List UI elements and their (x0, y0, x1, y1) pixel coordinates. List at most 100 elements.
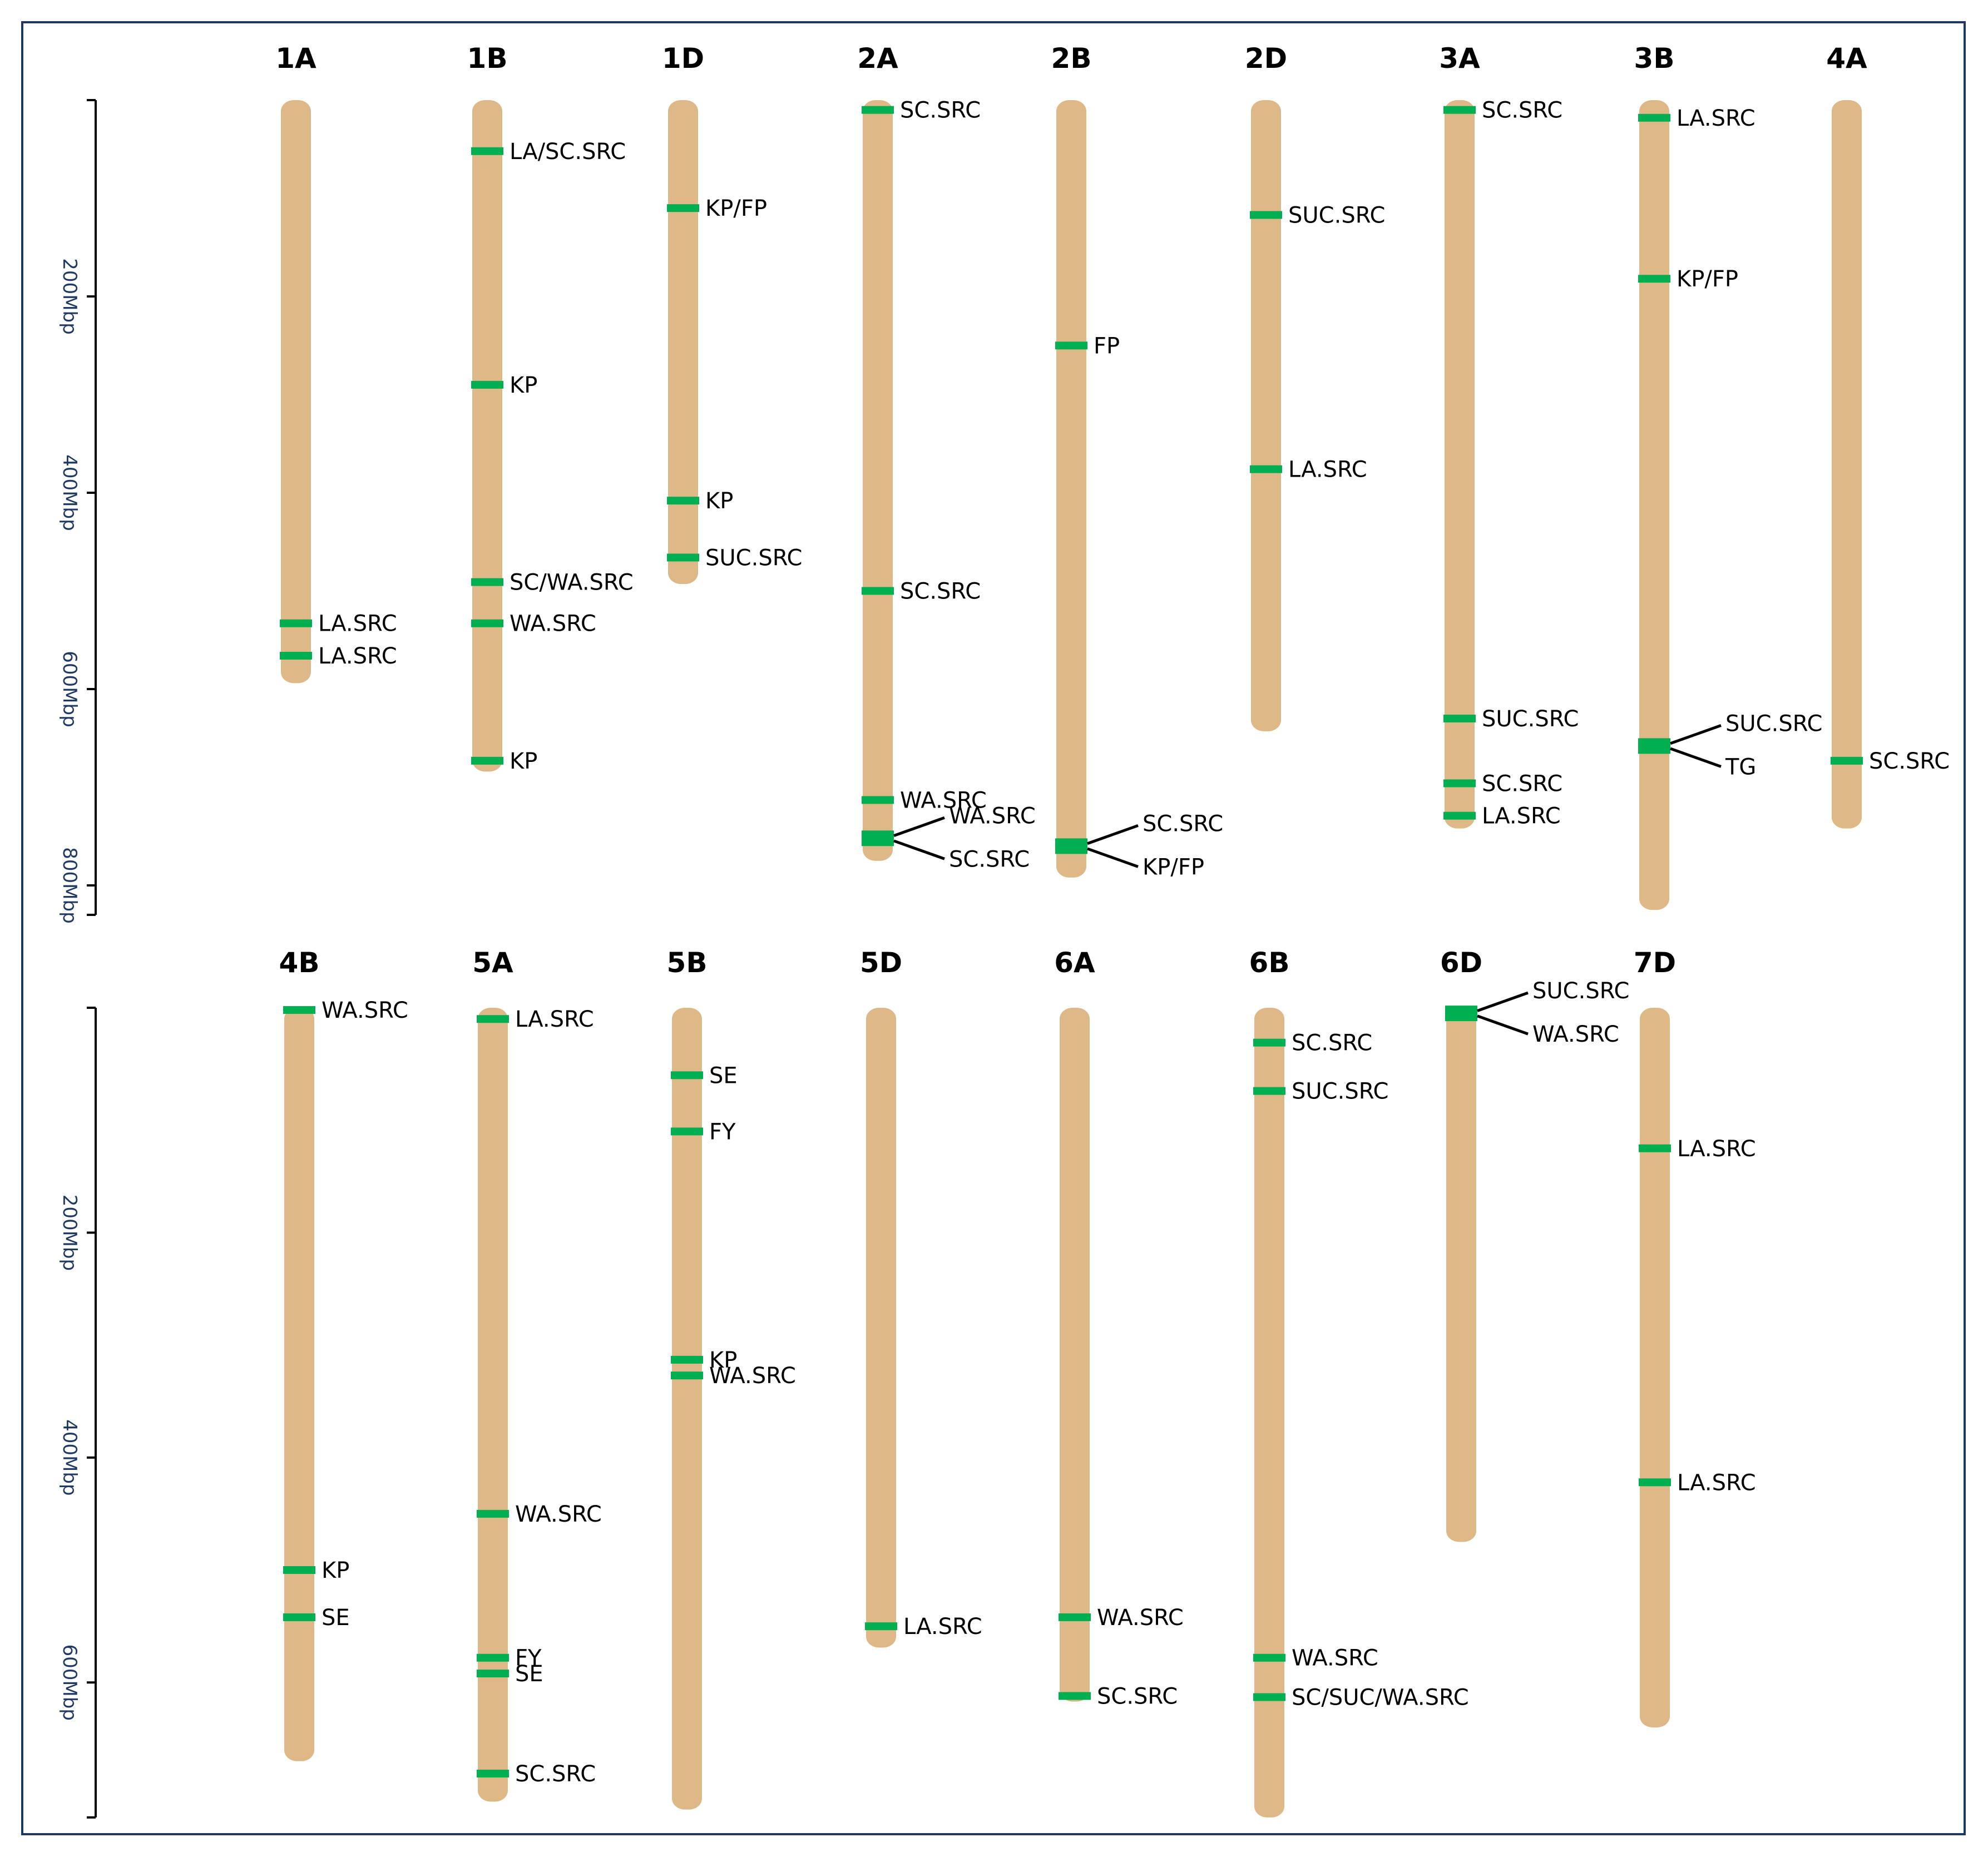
chromosome-4a: 4A SC.SRC (1826, 42, 1950, 829)
chromosome-2d: 2D SUC.SRC LA.SRC (1245, 42, 1385, 731)
qtl-marker (1055, 341, 1087, 350)
marker-label: SC.SRC (1097, 1683, 1178, 1709)
qtl-marker (1253, 1693, 1285, 1701)
marker-label: FP (1094, 333, 1120, 359)
qtl-marker (1059, 1613, 1091, 1621)
chromosome-bar (1832, 100, 1862, 829)
marker-label: LA.SRC (318, 643, 397, 669)
axis-tick-label: 800Mbp (58, 847, 81, 923)
marker-label: LA.SRC (515, 1007, 594, 1032)
marker-label: SC.SRC (1482, 98, 1562, 123)
qtl-marker (280, 651, 312, 660)
qtl-marker (1638, 113, 1670, 122)
chromosome-bar (1639, 100, 1669, 910)
chromosome-name: 1D (662, 42, 704, 75)
qtl-marker (671, 1127, 703, 1136)
qtl-marker (280, 619, 312, 627)
chromosome-6a: 6A WA.SRC SC.SRC (1054, 947, 1184, 1709)
chromosome-bar (1056, 100, 1086, 878)
chromosome-name: 1B (467, 42, 508, 75)
marker-label: KP (510, 373, 537, 398)
qtl-marker (283, 1006, 315, 1014)
chromosome-name: 5D (860, 947, 902, 979)
axis-tick-label: 600Mbp (58, 651, 81, 727)
chromosome-bar (472, 100, 502, 772)
marker-label: KP (705, 488, 733, 514)
marker-label: KP/FP (705, 196, 767, 221)
marker-label: WA.SRC (515, 1502, 602, 1527)
qtl-marker (1250, 211, 1282, 219)
chromosome-name: 2B (1051, 42, 1092, 75)
qtl-marker (477, 1769, 509, 1777)
chromosome-3b: 3B LA.SRC KP/FP SUC.SRC TG (1634, 42, 1822, 910)
chromosome-name: 4B (279, 947, 320, 979)
qtl-marker (1055, 838, 1087, 854)
chromosome-7d: 7D LA.SRC LA.SRC (1634, 947, 1756, 1728)
qtl-marker (471, 756, 503, 765)
chromosome-bar (478, 1008, 508, 1802)
qtl-marker (671, 1355, 703, 1364)
chromosome-6d: 6D SUC.SRC WA.SRC (1440, 947, 1629, 1542)
qtl-marker (865, 1622, 897, 1631)
marker-label: SC.SRC (515, 1761, 596, 1787)
qtl-marker (1639, 1478, 1671, 1487)
chromosome-name: 5B (667, 947, 708, 979)
chromosome-bar (1060, 1008, 1090, 1702)
qtl-marker (1443, 106, 1476, 114)
marker-label: WA.SRC (510, 611, 596, 637)
chromosome-bar (668, 100, 698, 585)
chromosome-bar (1445, 100, 1475, 829)
marker-label: SC.SRC (900, 98, 981, 123)
qtl-marker (471, 380, 503, 389)
qtl-marker (1253, 1653, 1285, 1662)
chromosome-bar (863, 100, 893, 861)
qtl-marker (1638, 738, 1670, 754)
qtl-marker (667, 497, 699, 505)
axis-tick-label: 400Mbp (58, 1419, 81, 1495)
marker-label: WA.SRC (1097, 1605, 1184, 1631)
marker-label: KP (322, 1558, 349, 1583)
marker-label: SC.SRC (1482, 771, 1562, 796)
mbp-axis: 200Mbp 400Mbp 600Mbp (58, 1007, 97, 1819)
qtl-marker (1059, 1692, 1091, 1700)
marker-label: SUC.SRC (1482, 706, 1579, 732)
marker-label: SUC.SRC (1532, 978, 1629, 1004)
chromosome-6b: 6B SC.SRC SUC.SRC WA.SRC SC/SUC/WA.SRC (1249, 947, 1469, 1818)
qtl-marker (477, 1015, 509, 1023)
marker-label: LA.SRC (1677, 1136, 1756, 1162)
marker-label: SE (515, 1661, 543, 1687)
chromosome-name: 3A (1439, 42, 1480, 75)
marker-label: FY (515, 1646, 542, 1671)
qtl-marker (283, 1566, 315, 1574)
leader-line (1087, 847, 1139, 868)
marker-label: LA.SRC (903, 1614, 982, 1640)
leader-line (893, 839, 945, 860)
qtl-marker (862, 587, 894, 595)
chromosome-name: 6A (1054, 947, 1095, 979)
qtl-marker (471, 619, 503, 627)
marker-label: WA.SRC (709, 1363, 796, 1389)
marker-label: LA.SRC (1677, 1470, 1756, 1495)
figure-frame (21, 21, 1966, 1835)
marker-label: FY (709, 1119, 736, 1145)
marker-label: SE (709, 1063, 738, 1088)
marker-label: WA.SRC (949, 803, 1036, 829)
chromosome-bar (866, 1008, 896, 1648)
mbp-axis: 200Mbp 400Mbp 600Mbp 800Mbp (58, 99, 97, 924)
chromosome-name: 6B (1249, 947, 1290, 979)
chromosome-name: 4A (1826, 42, 1867, 75)
chromosome-bar (1251, 100, 1281, 731)
chromosome-name: 6D (1440, 947, 1482, 979)
qtl-marker (667, 204, 699, 212)
qtl-marker (1639, 1144, 1671, 1152)
chromosome-name: 3B (1634, 42, 1675, 75)
marker-label: LA.SRC (1482, 804, 1561, 829)
chromosome-1b: 1B LA/SC.SRC KP SC/WA.SRC WA.SRC KP (467, 42, 634, 774)
marker-label: WA.SRC (1532, 1022, 1619, 1047)
qtl-marker (471, 578, 503, 586)
marker-label: SUC.SRC (1288, 203, 1385, 229)
